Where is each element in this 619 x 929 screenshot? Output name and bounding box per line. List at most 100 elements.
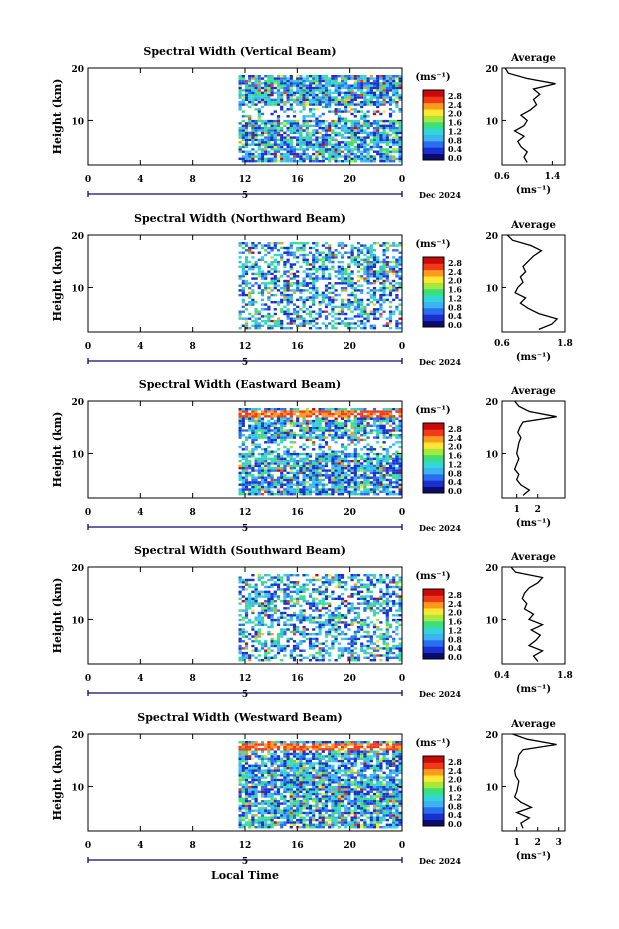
heatmap-cell: [312, 86, 316, 90]
heatmap-cell: [241, 417, 245, 420]
heatmap-cell: [363, 651, 367, 655]
heatmap-cell: [260, 607, 265, 610]
heatmap-cell: [296, 574, 300, 577]
heatmap-cell: [376, 476, 380, 479]
heatmap-cell: [286, 452, 290, 456]
heatmap-cell: [350, 422, 354, 425]
heatmap-cell: [328, 647, 332, 650]
heatmap-cell: [254, 434, 258, 437]
heatmap-cell: [388, 607, 393, 610]
heatmap-cell: [337, 101, 341, 104]
heatmap-cell: [296, 242, 300, 245]
heatmap-cell: [248, 251, 252, 254]
heatmap-cell: [324, 157, 329, 160]
heatmap-cell: [337, 244, 341, 247]
heatmap-cell: [376, 488, 380, 491]
heatmap-cell: [344, 459, 348, 463]
heatmap-cell: [244, 84, 249, 87]
heatmap-cell: [292, 659, 297, 662]
heatmap-cell: [318, 327, 322, 330]
heatmap-cell: [241, 289, 245, 292]
heatmap-cell: [257, 635, 261, 638]
heatmap-cell: [260, 459, 265, 463]
heatmap-cell: [340, 443, 345, 446]
heatmap-cell: [241, 493, 245, 496]
heatmap-cell: [299, 621, 303, 624]
heatmap-cell: [344, 623, 348, 626]
heatmap-cell: [260, 647, 265, 650]
heatmap-cell: [270, 103, 274, 106]
heatmap-cell: [260, 455, 265, 458]
heatmap-cell: [267, 633, 271, 636]
heatmap-cell: [388, 434, 393, 437]
heatmap-cell: [270, 160, 274, 163]
heatmap-cell: [331, 481, 335, 484]
heatmap-cell: [299, 242, 303, 245]
heatmap-cell: [264, 160, 268, 163]
heatmap-cell: [244, 129, 249, 132]
heatmap-cell: [392, 242, 396, 245]
heatmap-cell: [273, 604, 277, 608]
heatmap-cell: [324, 124, 329, 127]
heatmap-cell: [251, 424, 255, 427]
heatmap-cell: [292, 464, 297, 468]
heatmap-cell: [324, 474, 329, 477]
heatmap-cell: [241, 462, 245, 465]
heatmap-cell: [241, 293, 245, 297]
heatmap-cell: [276, 583, 281, 586]
heatmap-cell: [308, 647, 313, 650]
heatmap-cell: [244, 410, 249, 413]
heatmap-cell: [276, 476, 281, 479]
heatmap-cell: [315, 459, 319, 463]
heatmap-cell: [280, 138, 284, 142]
heatmap-cell: [254, 312, 258, 316]
heatmap-cell: [321, 642, 325, 645]
heatmap-cell: [398, 284, 402, 287]
heatmap-cell: [392, 590, 396, 593]
heatmap-cell: [264, 448, 268, 451]
heatmap-cell: [369, 101, 373, 104]
heatmap-cell: [292, 150, 297, 153]
heatmap-cell: [318, 143, 322, 146]
heatmap-cell: [251, 415, 255, 418]
heatmap-cell: [292, 436, 297, 439]
heatmap-cell: [356, 597, 361, 600]
heatmap-cell: [248, 426, 252, 430]
heatmap-cell: [337, 434, 341, 437]
heatmap-cell: [392, 481, 396, 484]
heatmap-cell: [238, 651, 242, 655]
heatmap-cell: [347, 415, 351, 418]
heatmap-cell: [254, 75, 258, 78]
heatmap-cell: [299, 464, 303, 468]
heatmap-cell: [315, 286, 319, 290]
heatmap-cell: [328, 618, 332, 622]
heatmap-cell: [312, 310, 316, 313]
heatmap-cell: [270, 152, 274, 156]
heatmap-cell: [376, 77, 380, 80]
heatmap-cell: [305, 75, 309, 78]
heatmap-cell: [382, 412, 386, 416]
heatmap-cell: [318, 301, 322, 304]
heatmap-cell: [324, 119, 329, 123]
heatmap-cell: [283, 160, 287, 163]
heatmap-cell: [254, 459, 258, 463]
heatmap-cell: [369, 122, 373, 125]
heatmap-cell: [299, 75, 303, 78]
heatmap-cell: [289, 431, 293, 434]
heatmap-cell: [328, 578, 332, 582]
heatmap-cell: [315, 150, 319, 153]
y-tick-label: 20: [71, 398, 84, 408]
heatmap-cell: [305, 415, 309, 418]
heatmap-cell: [353, 408, 357, 411]
heatmap-cell: [360, 417, 364, 420]
heatmap-cell: [340, 493, 345, 496]
heatmap-cell: [270, 602, 274, 605]
heatmap-cell: [376, 98, 380, 101]
heatmap-cell: [360, 464, 364, 468]
heatmap-cell: [283, 649, 287, 652]
heatmap-cell: [308, 616, 313, 619]
heatmap-cell: [388, 419, 393, 423]
heatmap-cell: [321, 272, 325, 276]
heatmap-cell: [280, 630, 284, 634]
heatmap-cell: [241, 79, 245, 83]
